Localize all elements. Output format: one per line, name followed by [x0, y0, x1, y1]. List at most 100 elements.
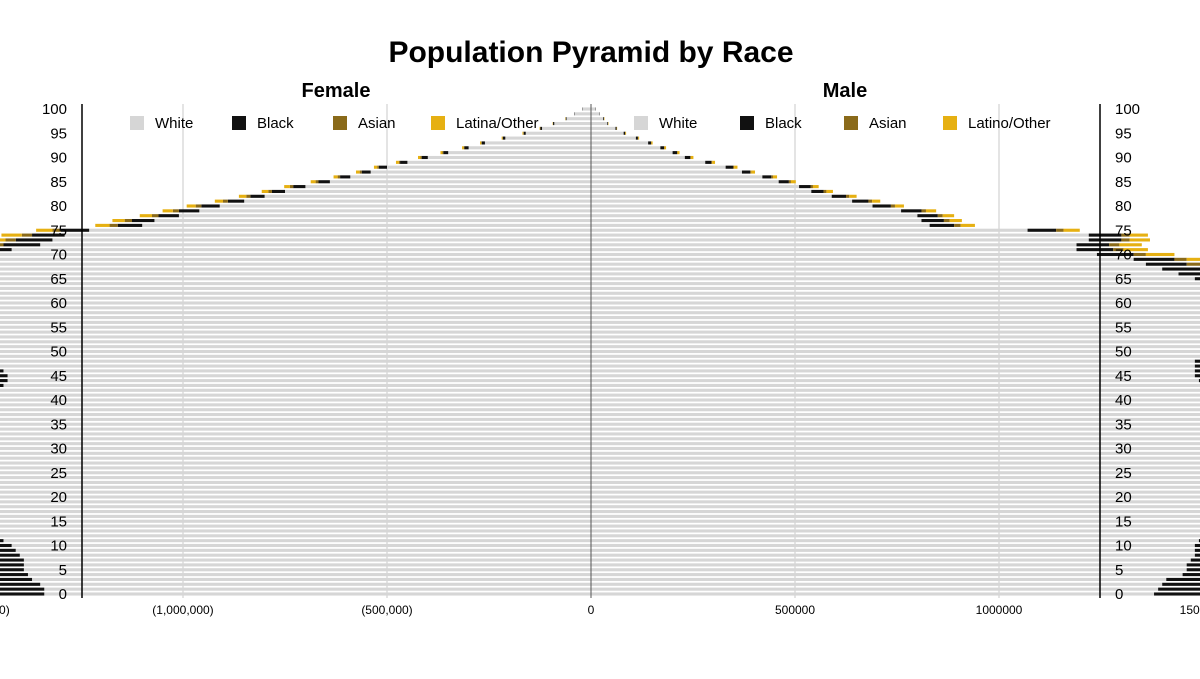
female-bar-latino-age-81 — [214, 199, 223, 203]
female-bar-white-age-50 — [0, 349, 592, 354]
male-bar-white-age-75 — [591, 228, 1028, 232]
female-bar-white-age-77 — [154, 219, 591, 223]
male-bar-white-age-2 — [591, 582, 1163, 586]
male-bar-latino-age-89 — [712, 160, 716, 164]
female-bar-black-age-91 — [443, 151, 449, 155]
female-bar-black-age-8 — [0, 553, 20, 557]
female-bar-asian-age-79 — [172, 209, 179, 213]
male-bar-latino-age-84 — [812, 185, 819, 189]
male-bar-white-age-88 — [591, 165, 726, 169]
male-bar-black-age-76 — [929, 223, 955, 227]
male-bar-latino-age-86 — [772, 175, 778, 179]
female-bar-white-age-55 — [0, 325, 592, 329]
female-bar-black-age-2 — [0, 582, 41, 586]
male-bar-white-age-86 — [591, 175, 763, 179]
male-bar-white-age-59 — [591, 306, 1200, 310]
legend-male-swatch-2 — [844, 116, 858, 130]
female-bar-asian-age-89 — [398, 160, 401, 164]
male-bar-white-age-12 — [591, 534, 1200, 538]
female-bar-white-age-17 — [0, 510, 592, 514]
y-tick-right-75: 75 — [1115, 222, 1132, 239]
male-bar-asian-age-77 — [943, 219, 950, 223]
female-bar-white-age-16 — [0, 514, 592, 518]
male-bar-white-age-29 — [591, 451, 1200, 455]
male-bar-white-age-46 — [591, 369, 1195, 373]
male-bar-black-age-47 — [1194, 364, 1200, 368]
male-bar-black-age-77 — [921, 219, 944, 223]
male-bar-white-age-51 — [591, 345, 1200, 349]
female-bar-black-age-79 — [178, 209, 200, 213]
female-bar-latino-age-88 — [373, 165, 378, 169]
male-bar-white-age-60 — [591, 301, 1200, 305]
male-bar-white-age-5 — [591, 568, 1187, 572]
male-bar-white-age-25 — [591, 471, 1200, 475]
female-bar-white-age-58 — [0, 311, 591, 315]
male-bar-asian-age-74 — [1121, 233, 1130, 237]
x-tick-7: 1000000 — [976, 603, 1023, 617]
male-bar-black-age-6 — [1186, 563, 1200, 567]
female-bar-white-age-57 — [0, 316, 591, 320]
male-bar-latino-age-76 — [960, 223, 975, 227]
female-bar-white-age-85 — [329, 180, 591, 184]
y-tick-right-70: 70 — [1115, 247, 1132, 264]
y-tick-right-35: 35 — [1115, 416, 1132, 433]
male-bar-white-age-21 — [591, 490, 1200, 494]
female-bar-black-age-85 — [318, 180, 330, 184]
female-bar-black-age-92 — [464, 146, 469, 150]
female-bar-white-age-4 — [27, 573, 591, 577]
female-bar-white-age-54 — [0, 330, 591, 334]
legend-female-swatch-0 — [130, 116, 144, 130]
female-bar-black-age-7 — [0, 558, 24, 562]
male-bar-black-age-70 — [1096, 252, 1134, 257]
female-bar-white-age-73 — [52, 238, 591, 242]
female-bar-white-age-100 — [582, 107, 591, 111]
male-bar-white-age-83 — [591, 189, 812, 193]
female-bar-white-age-23 — [0, 480, 592, 484]
male-bar-black-age-11 — [1198, 539, 1200, 543]
female-bar-white-age-30 — [0, 446, 592, 451]
female-bar-black-age-0 — [0, 592, 45, 596]
male-bar-white-age-36 — [591, 417, 1200, 421]
female-bar-white-age-36 — [0, 417, 592, 421]
male-bar-white-age-45 — [591, 374, 1195, 378]
female-bar-latino-age-89 — [395, 160, 399, 164]
female-bar-latino-age-83 — [261, 189, 269, 193]
male-bar-white-age-38 — [591, 408, 1200, 412]
legend-male-swatch-0 — [634, 116, 648, 130]
male-bar-white-age-99 — [591, 112, 600, 116]
y-tick-left-90: 90 — [50, 150, 67, 167]
female-bar-white-age-89 — [407, 160, 591, 164]
male-bar-white-age-70 — [591, 252, 1097, 257]
y-tick-left-15: 15 — [50, 513, 67, 530]
male-bar-latino-age-77 — [949, 219, 962, 223]
male-bar-white-age-30 — [591, 446, 1200, 451]
y-tick-left-50: 50 — [50, 344, 67, 361]
female-bar-white-age-33 — [0, 432, 591, 436]
y-tick-left-80: 80 — [50, 198, 67, 215]
male-bar-white-age-74 — [591, 233, 1089, 237]
male-bar-black-age-69 — [1133, 257, 1175, 261]
female-bar-white-age-62 — [0, 291, 591, 295]
male-bar-black-age-72 — [1076, 243, 1110, 247]
y-tick-right-20: 20 — [1115, 489, 1132, 506]
y-tick-left-30: 30 — [50, 441, 67, 458]
y-tick-left-35: 35 — [50, 416, 67, 433]
female-bar-white-age-97 — [554, 122, 591, 126]
male-bar-black-age-48 — [1194, 359, 1200, 363]
male-bar-white-age-54 — [591, 330, 1200, 334]
male-bar-white-age-94 — [591, 136, 636, 140]
male-bar-white-age-87 — [591, 170, 742, 174]
male-bar-black-age-75 — [1027, 228, 1057, 232]
y-tick-right-45: 45 — [1115, 368, 1132, 385]
male-bar-white-age-28 — [591, 456, 1200, 460]
female-bar-asian-age-90 — [420, 155, 422, 160]
y-tick-left-70: 70 — [50, 247, 67, 264]
female-bar-black-age-43 — [0, 383, 4, 387]
male-bar-asian-age-78 — [937, 214, 943, 218]
female-bar-black-age-87 — [361, 170, 371, 174]
male-bar-black-age-8 — [1194, 553, 1200, 557]
male-bar-black-age-9 — [1194, 548, 1200, 552]
male-bar-white-age-42 — [591, 388, 1200, 392]
male-bar-black-age-89 — [705, 160, 712, 164]
female-bar-asian-age-81 — [222, 199, 228, 203]
